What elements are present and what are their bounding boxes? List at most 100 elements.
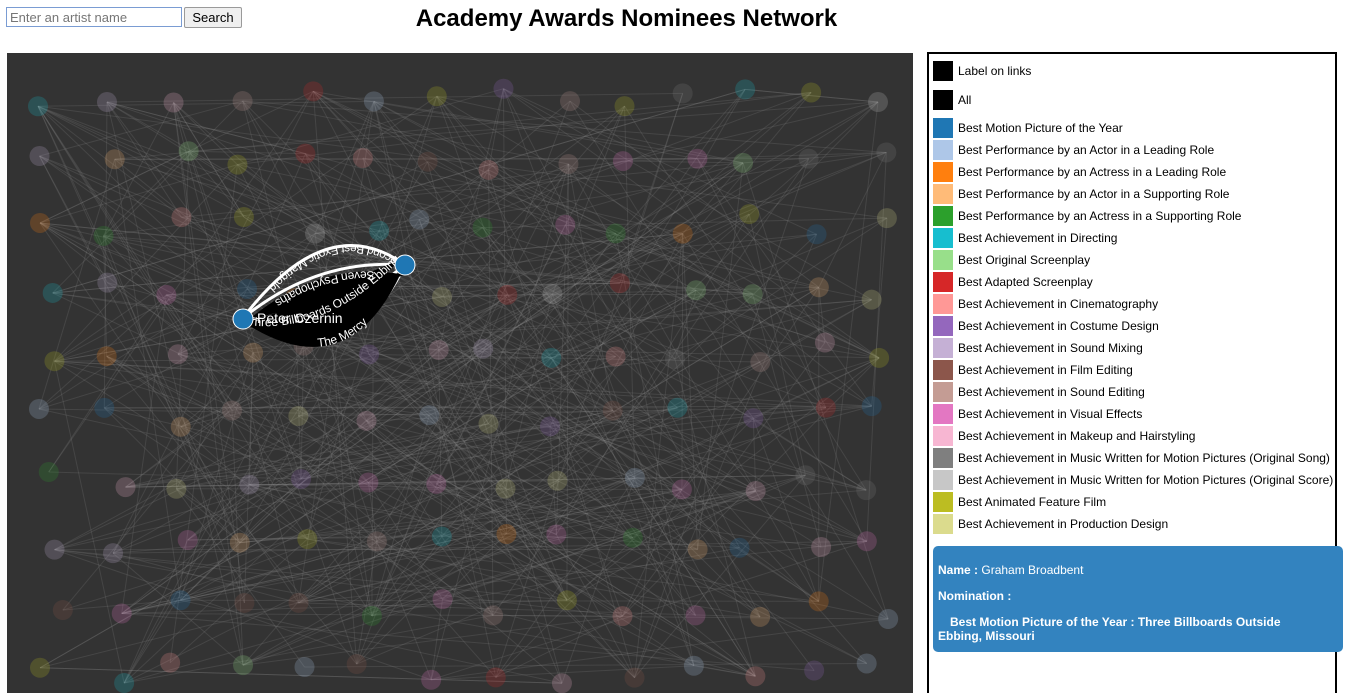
graph-node[interactable] bbox=[686, 280, 707, 301]
legend-swatch[interactable] bbox=[933, 448, 953, 468]
graph-node[interactable] bbox=[38, 462, 59, 483]
graph-node[interactable] bbox=[612, 151, 633, 172]
graph-node[interactable] bbox=[361, 605, 382, 626]
all-swatch[interactable] bbox=[933, 90, 953, 110]
graph-node[interactable] bbox=[288, 592, 309, 613]
graph-node[interactable] bbox=[432, 589, 453, 610]
graph-node[interactable] bbox=[867, 92, 888, 113]
legend-swatch[interactable] bbox=[933, 404, 953, 424]
graph-node[interactable] bbox=[472, 217, 493, 238]
graph-node[interactable] bbox=[221, 400, 242, 421]
graph-node[interactable] bbox=[624, 667, 645, 688]
graph-node[interactable] bbox=[605, 223, 626, 244]
graph-node[interactable] bbox=[232, 91, 253, 112]
legend-swatch[interactable] bbox=[933, 184, 953, 204]
graph-node[interactable] bbox=[856, 480, 877, 501]
graph-node[interactable] bbox=[346, 654, 367, 675]
graph-node[interactable] bbox=[359, 344, 380, 365]
graph-node[interactable] bbox=[496, 524, 517, 545]
graph-node[interactable] bbox=[288, 406, 309, 427]
graph-node[interactable] bbox=[28, 398, 49, 419]
graph-node[interactable] bbox=[170, 590, 191, 611]
legend-toggle-label-on-links[interactable]: Label on links bbox=[933, 61, 1031, 81]
graph-node[interactable] bbox=[795, 465, 816, 486]
graph-node[interactable] bbox=[104, 149, 125, 170]
graph-node[interactable] bbox=[177, 529, 198, 550]
graph-node[interactable] bbox=[806, 224, 827, 245]
graph-node[interactable] bbox=[431, 526, 452, 547]
graph-node[interactable] bbox=[861, 289, 882, 310]
graph-node[interactable] bbox=[856, 531, 877, 552]
graph-node[interactable] bbox=[96, 346, 117, 367]
graph-node[interactable] bbox=[815, 397, 836, 418]
graph-node[interactable] bbox=[352, 148, 373, 169]
legend-swatch[interactable] bbox=[933, 514, 953, 534]
graph-node[interactable] bbox=[558, 153, 579, 174]
graph-node[interactable] bbox=[560, 91, 581, 112]
graph-node[interactable] bbox=[178, 141, 199, 162]
graph-node[interactable] bbox=[609, 273, 630, 294]
legend-swatch[interactable] bbox=[933, 272, 953, 292]
graph-node[interactable] bbox=[363, 91, 384, 112]
graph-node[interactable] bbox=[103, 543, 124, 564]
graph-node[interactable] bbox=[671, 479, 692, 500]
graph-node[interactable] bbox=[160, 652, 181, 673]
graph-node[interactable] bbox=[733, 152, 754, 173]
highlight-node[interactable] bbox=[232, 308, 254, 330]
graph-node[interactable] bbox=[409, 209, 430, 230]
graph-node[interactable] bbox=[814, 332, 835, 353]
legend-swatch[interactable] bbox=[933, 140, 953, 160]
graph-node[interactable] bbox=[243, 342, 264, 363]
graph-node[interactable] bbox=[115, 477, 136, 498]
legend-swatch[interactable] bbox=[933, 162, 953, 182]
graph-node[interactable] bbox=[687, 539, 708, 560]
graph-node[interactable] bbox=[804, 660, 825, 681]
graph-node[interactable] bbox=[166, 478, 187, 499]
legend-toggle-all[interactable]: All bbox=[933, 90, 971, 110]
legend-item[interactable]: Best Achievement in Directing bbox=[933, 228, 1117, 248]
graph-node[interactable] bbox=[93, 225, 114, 246]
graph-node[interactable] bbox=[30, 657, 51, 678]
graph-node[interactable] bbox=[233, 655, 254, 676]
legend-item[interactable]: Best Achievement in Production Design bbox=[933, 514, 1168, 534]
graph-node[interactable] bbox=[739, 204, 760, 225]
graph-node[interactable] bbox=[97, 272, 118, 293]
graph-node[interactable] bbox=[735, 79, 756, 100]
graph-node[interactable] bbox=[667, 397, 688, 418]
graph-node[interactable] bbox=[291, 468, 312, 489]
legend-swatch[interactable] bbox=[933, 360, 953, 380]
graph-node[interactable] bbox=[745, 481, 766, 502]
graph-node[interactable] bbox=[539, 416, 560, 437]
graph-node[interactable] bbox=[52, 600, 73, 621]
network-graph[interactable]: Second Best Exotic Marigold Seven Psycho… bbox=[7, 53, 913, 693]
graph-node[interactable] bbox=[808, 591, 829, 612]
graph-node[interactable] bbox=[30, 212, 51, 233]
graph-node[interactable] bbox=[542, 284, 563, 305]
graph-node[interactable] bbox=[743, 408, 764, 429]
graph-node[interactable] bbox=[602, 400, 623, 421]
graph-node[interactable] bbox=[303, 81, 324, 102]
graph-node[interactable] bbox=[878, 609, 899, 630]
graph-node[interactable] bbox=[745, 666, 766, 687]
legend-swatch[interactable] bbox=[933, 206, 953, 226]
graph-node[interactable] bbox=[876, 208, 897, 229]
legend-item[interactable]: Best Original Screenplay bbox=[933, 250, 1090, 270]
graph-node[interactable] bbox=[239, 474, 260, 495]
graph-node[interactable] bbox=[94, 397, 115, 418]
graph-node[interactable] bbox=[546, 524, 567, 545]
graph-node[interactable] bbox=[297, 529, 318, 550]
legend-item[interactable]: Best Performance by an Actress in a Lead… bbox=[933, 162, 1226, 182]
legend-swatch[interactable] bbox=[933, 492, 953, 512]
graph-node[interactable] bbox=[111, 603, 132, 624]
graph-node[interactable] bbox=[551, 673, 572, 693]
legend-swatch[interactable] bbox=[933, 426, 953, 446]
graph-node[interactable] bbox=[358, 472, 379, 493]
legend-swatch[interactable] bbox=[933, 228, 953, 248]
graph-node[interactable] bbox=[672, 223, 693, 244]
graph-node[interactable] bbox=[426, 86, 447, 107]
graph-node[interactable] bbox=[861, 396, 882, 417]
legend-item[interactable]: Best Motion Picture of the Year bbox=[933, 118, 1123, 138]
legend-item[interactable]: Best Achievement in Music Written for Mo… bbox=[933, 470, 1333, 490]
graph-node[interactable] bbox=[156, 284, 177, 305]
graph-node[interactable] bbox=[483, 605, 504, 626]
